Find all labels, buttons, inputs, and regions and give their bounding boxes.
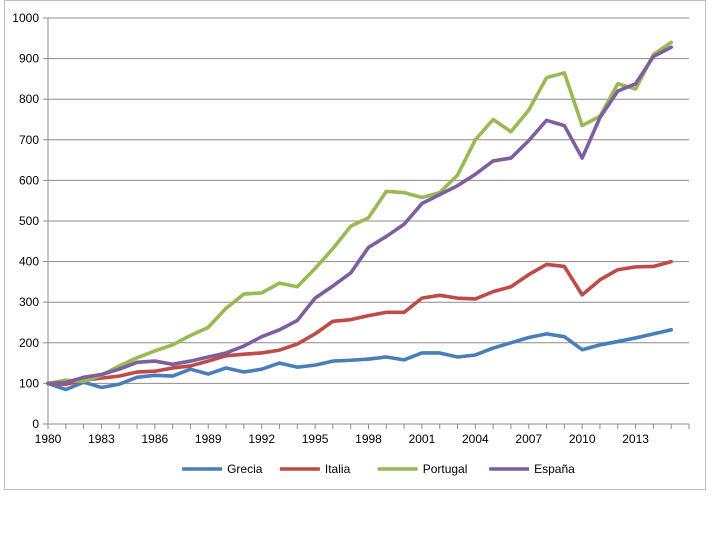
y-tick-label: 600 <box>19 173 39 187</box>
y-tick-label: 400 <box>19 255 39 269</box>
legend-label-grecia: Grecia <box>227 462 263 476</box>
legend-label-portugal: Portugal <box>423 462 468 476</box>
legend-label-italia: Italia <box>325 462 351 476</box>
y-tick-label: 200 <box>19 336 39 350</box>
x-tick-label: 1995 <box>302 432 329 446</box>
y-tick-label: 1000 <box>12 11 39 25</box>
y-tick-label: 800 <box>19 92 39 106</box>
x-axis-tick-labels: 1980 1983 1986 1989 1992 1995 1998 2001 2004 2007… <box>35 432 650 446</box>
x-tick-label: 1980 <box>35 432 62 446</box>
x-tick-label: 1992 <box>248 432 275 446</box>
x-tick-label: 2007 <box>515 432 542 446</box>
x-tick-label: 2010 <box>569 432 596 446</box>
gridlines <box>48 17 689 384</box>
series-lines <box>46 40 673 392</box>
series-line-españa <box>46 45 673 386</box>
legend-label-españa: España <box>534 462 575 476</box>
x-tick-label: 2013 <box>622 432 649 446</box>
legend: Grecia Italia Portugal España <box>182 462 575 476</box>
y-axis-tick-labels: 0 100 200 300 400 500 600 700 800 900 1000 <box>12 11 39 431</box>
series-line-grecia <box>46 328 673 392</box>
series-line-portugal <box>46 40 673 386</box>
chart-frame <box>4 0 706 490</box>
x-tick-label: 1998 <box>355 432 382 446</box>
y-tick-label: 100 <box>19 376 39 390</box>
y-tick-label: 900 <box>19 52 39 66</box>
y-tick-label: 700 <box>19 133 39 147</box>
x-tick-label: 1983 <box>88 432 115 446</box>
x-tick-label: 1986 <box>141 432 168 446</box>
x-tick-label: 2004 <box>462 432 489 446</box>
y-tick-label: 500 <box>19 214 39 228</box>
x-tick-label: 2001 <box>409 432 436 446</box>
y-tick-label: 300 <box>19 295 39 309</box>
series-line-italia <box>46 259 673 387</box>
axes <box>43 17 690 429</box>
y-tick-label: 0 <box>32 417 39 431</box>
x-tick-label: 1989 <box>195 432 222 446</box>
